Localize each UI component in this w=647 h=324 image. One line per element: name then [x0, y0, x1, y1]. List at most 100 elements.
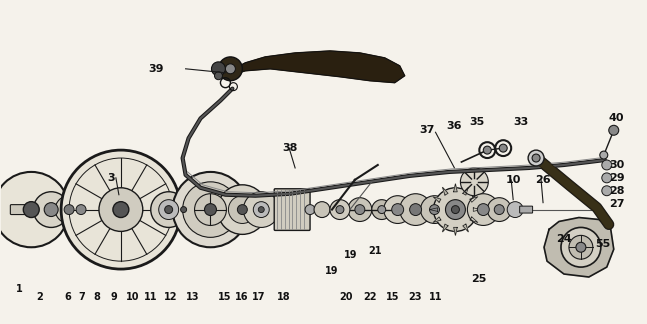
Circle shape — [212, 62, 225, 76]
Text: 17: 17 — [252, 292, 265, 302]
Circle shape — [214, 72, 223, 80]
Circle shape — [421, 196, 448, 224]
Text: 55: 55 — [595, 239, 610, 249]
Circle shape — [433, 188, 477, 231]
Circle shape — [69, 198, 93, 222]
Text: 1: 1 — [16, 284, 23, 294]
Circle shape — [181, 207, 186, 213]
Circle shape — [175, 201, 193, 218]
Polygon shape — [463, 224, 468, 232]
Text: 33: 33 — [514, 117, 529, 127]
Circle shape — [336, 206, 344, 214]
Text: 10: 10 — [505, 175, 521, 185]
Circle shape — [355, 205, 365, 214]
Circle shape — [314, 202, 330, 217]
Polygon shape — [473, 208, 481, 211]
Circle shape — [159, 200, 179, 219]
Circle shape — [305, 205, 315, 214]
Circle shape — [330, 200, 350, 219]
Text: 24: 24 — [556, 234, 572, 244]
Text: 8: 8 — [94, 292, 100, 302]
Text: 18: 18 — [278, 292, 291, 302]
Text: 23: 23 — [408, 292, 421, 302]
Polygon shape — [454, 184, 457, 192]
Circle shape — [528, 150, 544, 166]
Circle shape — [600, 151, 608, 159]
Circle shape — [348, 198, 372, 222]
Circle shape — [99, 188, 143, 231]
FancyBboxPatch shape — [10, 205, 27, 214]
Text: 29: 29 — [609, 173, 624, 183]
Circle shape — [33, 192, 69, 227]
Circle shape — [64, 205, 74, 214]
Circle shape — [113, 202, 129, 217]
Circle shape — [499, 144, 507, 152]
Circle shape — [410, 204, 422, 215]
Circle shape — [507, 202, 523, 217]
Circle shape — [76, 205, 86, 214]
Text: 6: 6 — [65, 292, 71, 302]
Circle shape — [569, 235, 593, 259]
Circle shape — [467, 194, 499, 226]
Polygon shape — [430, 208, 437, 211]
Circle shape — [55, 196, 83, 224]
Circle shape — [44, 202, 58, 216]
Polygon shape — [433, 197, 441, 202]
Text: 25: 25 — [470, 274, 486, 284]
FancyBboxPatch shape — [274, 189, 310, 230]
Circle shape — [372, 200, 391, 219]
Text: 37: 37 — [419, 125, 434, 135]
Polygon shape — [463, 187, 468, 195]
Circle shape — [609, 125, 619, 135]
Text: 40: 40 — [609, 113, 624, 123]
Text: 27: 27 — [609, 199, 624, 209]
Text: 12: 12 — [164, 292, 177, 302]
Polygon shape — [433, 217, 441, 223]
Polygon shape — [544, 217, 614, 277]
Text: 19: 19 — [344, 250, 358, 260]
Text: 13: 13 — [186, 292, 199, 302]
Circle shape — [61, 150, 181, 269]
Text: 36: 36 — [446, 121, 462, 131]
Circle shape — [487, 198, 511, 222]
Polygon shape — [470, 197, 478, 202]
Text: 11: 11 — [429, 292, 443, 302]
Circle shape — [391, 204, 404, 215]
Circle shape — [243, 192, 280, 227]
Circle shape — [204, 204, 217, 215]
Circle shape — [400, 194, 432, 226]
Text: 28: 28 — [609, 186, 624, 196]
Circle shape — [477, 204, 489, 215]
Circle shape — [461, 168, 488, 196]
Text: 15: 15 — [217, 292, 231, 302]
Polygon shape — [443, 224, 448, 232]
FancyBboxPatch shape — [186, 219, 195, 224]
Circle shape — [602, 173, 612, 183]
Circle shape — [576, 242, 586, 252]
Circle shape — [430, 205, 439, 214]
Circle shape — [254, 202, 269, 217]
Circle shape — [561, 227, 601, 267]
Circle shape — [195, 194, 226, 226]
Circle shape — [258, 207, 264, 213]
Text: 15: 15 — [386, 292, 399, 302]
Circle shape — [446, 200, 465, 219]
Text: 35: 35 — [470, 117, 485, 127]
Circle shape — [165, 206, 173, 214]
Polygon shape — [230, 51, 404, 83]
Text: 11: 11 — [144, 292, 157, 302]
Circle shape — [219, 57, 243, 81]
Polygon shape — [470, 217, 478, 223]
Text: 2: 2 — [36, 292, 43, 302]
Polygon shape — [454, 227, 457, 235]
Text: 7: 7 — [79, 292, 85, 302]
Polygon shape — [443, 187, 448, 195]
Text: 21: 21 — [368, 246, 382, 256]
Text: 20: 20 — [339, 292, 353, 302]
Text: 9: 9 — [111, 292, 117, 302]
Circle shape — [378, 206, 386, 214]
Circle shape — [151, 192, 186, 227]
Circle shape — [384, 196, 411, 224]
Circle shape — [602, 186, 612, 196]
Circle shape — [217, 185, 267, 234]
